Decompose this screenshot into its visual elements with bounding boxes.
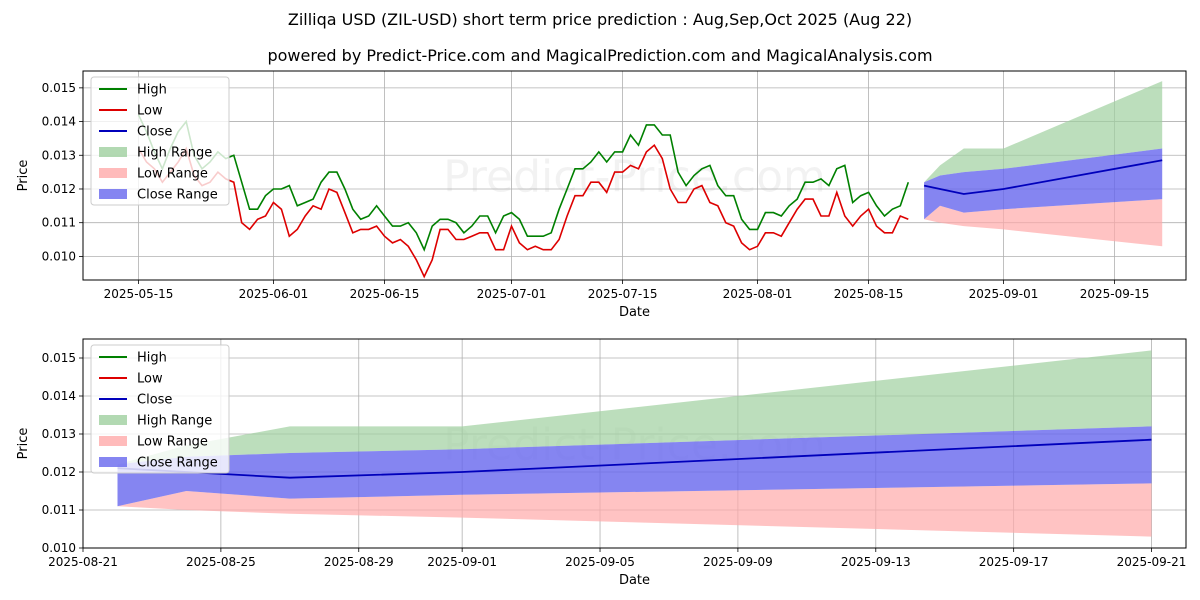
x-axis-label: Date [619,305,650,320]
close-range-band [117,426,1152,507]
legend: High Low Close High Range Low Range Close Ran… [90,76,230,206]
x-tick-label: 2025-09-01 [969,287,1039,301]
x-tick-label: 2025-08-29 [324,555,394,569]
plot-frame [82,338,1187,549]
x-tick-label: 2025-07-01 [477,287,547,301]
y-axis-label: Price [16,428,31,460]
chart-subtitle: powered by Predict-Price.com and Magical… [267,46,933,65]
close-range-band [924,148,1163,220]
x-tick-label: 2025-09-01 [427,555,497,569]
legend-swatch-high_range [99,147,127,157]
plot-area [137,81,1163,279]
legend-label-close_range: Close Range [137,456,218,471]
y-tick-label: 0.014 [42,115,76,129]
legend-swatch-close_range [99,457,127,467]
chart-panel-1: Predict-Price.com 2025-05-15 2025-06-01 202… [16,70,1187,320]
legend-swatch-high_range [99,415,127,425]
legend: High Low Close High Range Low Range Close Ran… [90,344,230,474]
low-range-band [924,199,1163,247]
watermark: Predict-Price.com [443,152,826,203]
y-tick-label: 0.013 [42,427,76,441]
y-tick-label: 0.010 [42,541,76,555]
y-axis-label: Price [16,160,31,192]
low-range-band [117,483,1152,537]
x-tick-label: 2025-09-21 [1117,555,1187,569]
y-tick-label: 0.013 [42,148,76,162]
chart-title: Zilliqa USD (ZIL-USD) short term price p… [287,10,913,29]
y-tick-label: 0.012 [42,465,76,479]
legend-label-low: Low [137,372,163,387]
y-tick-label: 0.015 [42,351,76,365]
legend-swatch-low_range [99,436,127,446]
y-tick-label: 0.012 [42,182,76,196]
high-line [137,114,910,252]
legend-label-low_range: Low Range [137,167,208,182]
legend-label-high: High [137,351,167,366]
x-tick-label: 2025-05-15 [104,287,174,301]
low-line [137,143,909,279]
legend-label-high_range: High Range [137,414,212,429]
plot-area [117,350,1152,537]
chart-panel-2: Predict-Price.com2025-08-212025-08-25202… [16,338,1187,588]
close-line [923,159,1163,195]
x-tick-label: 2025-09-17 [979,555,1049,569]
legend-label-high_range: High Range [137,146,212,161]
x-tick-label: 2025-09-13 [841,555,911,569]
x-axis-label: Date [619,573,650,588]
legend-label-close: Close [137,125,172,140]
x-tick-label: 2025-09-09 [703,555,773,569]
x-tick-label: 2025-09-15 [1080,287,1150,301]
x-tick-label: 2025-08-01 [723,287,793,301]
legend-label-close: Close [137,393,172,408]
legend-swatch-close_range [99,189,127,199]
x-tick-label: 2025-06-01 [239,287,309,301]
plot-frame [82,70,1187,281]
legend-label-low_range: Low Range [137,435,208,450]
x-tick-label: 2025-09-05 [565,555,635,569]
legend-swatch-low_range [99,168,127,178]
legend-label-high: High [137,83,167,98]
high-range-band [924,81,1163,183]
high-range-band [117,350,1152,465]
y-tick-label: 0.014 [42,389,76,403]
y-tick-label: 0.015 [42,81,76,95]
x-tick-label: 2025-08-21 [48,555,118,569]
legend-label-low: Low [137,104,163,119]
x-tick-label: 2025-07-15 [588,287,658,301]
y-tick-label: 0.011 [42,216,76,230]
y-tick-label: 0.010 [42,249,76,263]
x-tick-label: 2025-08-15 [834,287,904,301]
y-tick-label: 0.011 [42,503,76,517]
x-tick-label: 2025-08-25 [186,555,256,569]
x-tick-label: 2025-06-15 [350,287,420,301]
legend-label-close_range: Close Range [137,188,218,203]
